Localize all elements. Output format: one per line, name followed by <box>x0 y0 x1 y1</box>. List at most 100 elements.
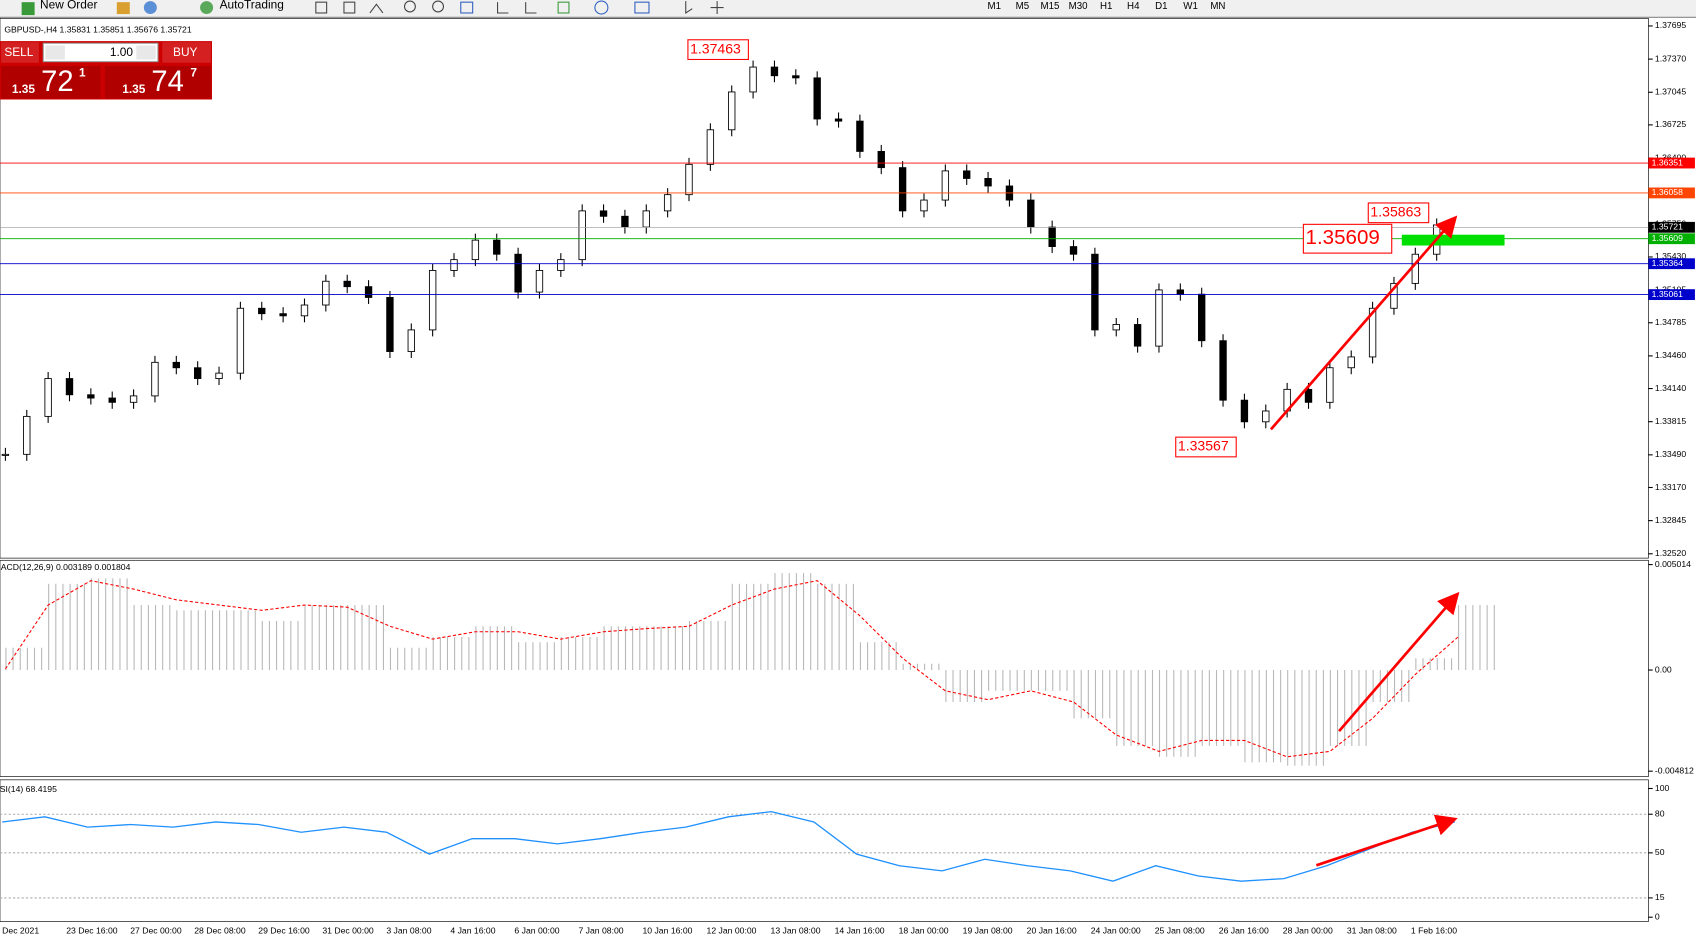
timeframe[interactable]: M5 <box>1016 1 1030 12</box>
timeframe[interactable]: M30 <box>1069 1 1089 12</box>
macd-bar <box>83 583 85 671</box>
candle-body <box>1155 289 1163 347</box>
macd-bar <box>290 621 292 671</box>
timeframe[interactable]: H1 <box>1100 1 1112 12</box>
new-order-icon[interactable] <box>21 2 35 16</box>
candle-body <box>343 280 351 288</box>
macd-bar <box>938 663 940 671</box>
macd-bar <box>1187 670 1189 757</box>
candle-body <box>728 91 736 131</box>
macd-bar <box>482 626 484 671</box>
lot-value[interactable]: 1.00 <box>110 45 134 59</box>
lot-down[interactable] <box>45 45 65 60</box>
macd-bar <box>624 626 627 671</box>
sell-button[interactable] <box>1 42 39 63</box>
macd-bar <box>347 605 349 671</box>
bid-box[interactable] <box>1 65 101 99</box>
timeframe[interactable]: M15 <box>1041 1 1060 12</box>
macd-bar <box>674 626 676 671</box>
x-tick-label: 4 Jan 16:00 <box>450 926 495 936</box>
macd-bar <box>1308 670 1310 766</box>
y-tick-label: 1.32520 <box>1655 548 1686 558</box>
y-tick-label: 1.32845 <box>1655 515 1686 525</box>
macd-bar <box>539 642 541 671</box>
level-tag <box>1648 233 1695 245</box>
timeframe[interactable]: M1 <box>988 1 1002 12</box>
macd-bar <box>1451 658 1453 671</box>
macd-bar <box>1429 658 1431 671</box>
macd-bar <box>368 605 370 671</box>
timeframe[interactable]: H4 <box>1127 1 1140 12</box>
macd-bar <box>247 610 249 671</box>
macd-bar <box>1137 670 1139 746</box>
macd-bar <box>895 642 897 671</box>
timeframe[interactable]: MN <box>1210 1 1225 12</box>
y-tick-label: 50 <box>1655 847 1665 857</box>
candle-body <box>386 297 394 352</box>
macd-bar <box>226 610 228 671</box>
macd-bar <box>852 583 854 671</box>
lot-input[interactable] <box>42 42 159 63</box>
zone-highlight <box>1401 234 1505 246</box>
candle-body <box>300 304 309 317</box>
y-tick-label: 1.36725 <box>1655 119 1686 129</box>
buy-button[interactable] <box>162 42 211 63</box>
macd-bar <box>909 663 911 671</box>
new-order[interactable]: New Order <box>40 0 97 12</box>
ask-box[interactable] <box>104 65 211 99</box>
tool-icon[interactable] <box>143 1 157 15</box>
macd-bar <box>1030 670 1032 691</box>
candle-body <box>364 286 373 298</box>
x-tick-label: 12 Jan 00:00 <box>707 926 757 936</box>
y-tick-label: 1.34140 <box>1655 383 1686 393</box>
auto-trading-icon[interactable] <box>200 1 214 15</box>
macd-bar <box>183 610 185 671</box>
macd-bar <box>62 583 64 671</box>
trend-arrow <box>1269 215 1458 431</box>
timeframe[interactable]: D1 <box>1155 1 1167 12</box>
macd-bar <box>760 583 762 671</box>
annotation: 1.35863 <box>1370 204 1421 220</box>
auto-trading[interactable]: AutoTrading <box>220 0 284 12</box>
macd-bar <box>461 637 463 671</box>
candle-body <box>514 253 522 293</box>
lot-up[interactable] <box>136 45 156 60</box>
macd-bar <box>596 637 598 671</box>
buy-label[interactable]: BUY <box>173 45 197 59</box>
macd-bar <box>176 610 178 671</box>
annotation: 1.33567 <box>1178 438 1229 454</box>
macd-bar <box>589 637 591 671</box>
level-tag <box>1648 258 1695 270</box>
candle-body <box>1133 324 1142 347</box>
macd-bar <box>318 605 320 671</box>
timeframe[interactable]: W1 <box>1183 1 1198 12</box>
candle-body <box>920 199 928 212</box>
macd-bar <box>425 647 427 671</box>
macd-bar <box>1372 670 1374 702</box>
macd-bar <box>567 637 570 671</box>
candle-body <box>87 394 95 399</box>
macd-bar <box>1215 670 1218 746</box>
candle-body <box>856 120 864 152</box>
tool-icon[interactable] <box>116 2 130 15</box>
macd-bar <box>375 605 377 671</box>
macd-bar <box>1265 670 1267 763</box>
macd-bar <box>916 663 918 671</box>
candle-body <box>663 194 672 212</box>
macd-bar <box>261 621 263 671</box>
sell-label[interactable]: SELL <box>4 45 33 59</box>
candle-body <box>1262 410 1270 423</box>
main-chart-area <box>0 18 1649 559</box>
y-tick-label: 1.37695 <box>1655 20 1686 30</box>
macd-bar <box>667 626 669 671</box>
macd-bar <box>981 670 983 702</box>
candle-body <box>1069 246 1078 255</box>
candle-body <box>1091 253 1099 331</box>
macd-bar <box>1016 670 1018 691</box>
macd-bar <box>475 626 477 671</box>
current-price-label: 1.35721 <box>1652 222 1683 232</box>
macd-bar <box>147 605 149 671</box>
candle-body <box>23 415 31 455</box>
macd-bar <box>1080 670 1082 719</box>
timeframes: M1 M5 M15 M30 H1 H4 D1 W1 MN <box>988 1 1226 12</box>
